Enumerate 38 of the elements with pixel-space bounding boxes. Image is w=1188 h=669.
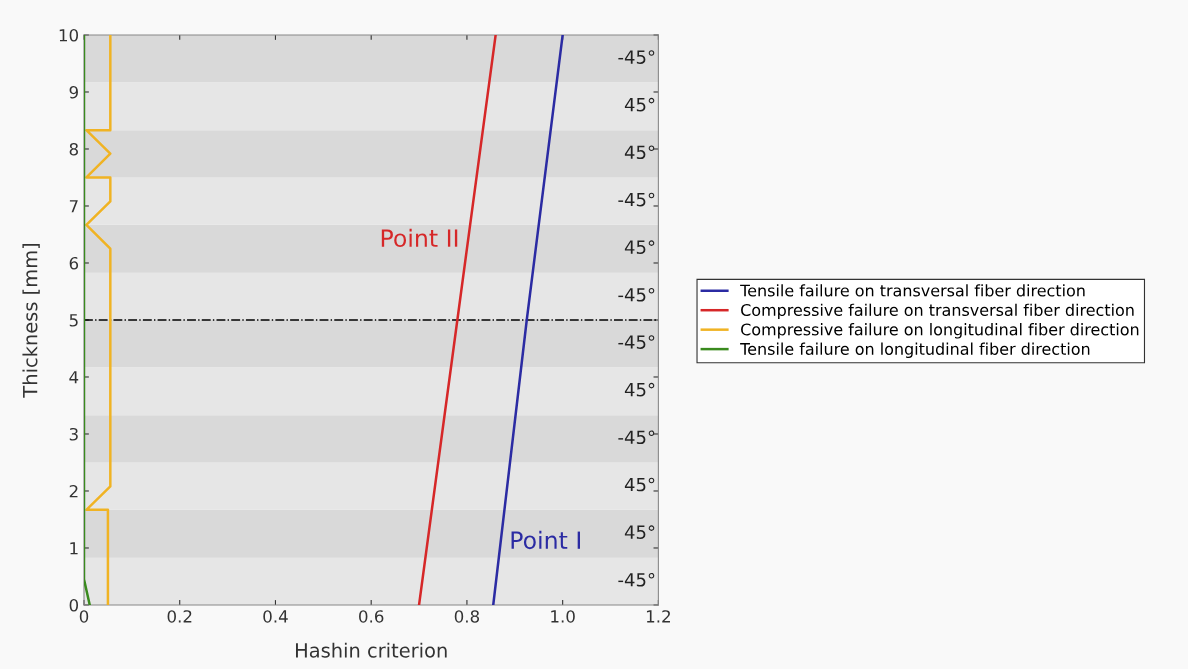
- band-label: -45°: [618, 287, 655, 302]
- text: Compressive failure on transversal fiber direction: [741, 303, 1134, 320]
- y-tick-label: 5: [69, 314, 78, 327]
- y-tick-label: 0: [69, 598, 79, 612]
- band-label: 45°: [624, 477, 655, 492]
- x-tick-label: 0.4: [263, 610, 288, 623]
- band-label: -45°: [618, 50, 655, 64]
- text: Tensile failure on longitudinal fiber direction: [740, 342, 1090, 359]
- y-tick-label: 8: [69, 142, 78, 156]
- y-tick-label: 6: [69, 256, 79, 270]
- x-tick-label: 0.2: [167, 610, 192, 623]
- band-label: 45°: [624, 240, 655, 254]
- band-label: -45°: [618, 335, 655, 349]
- band-label: -45°: [618, 192, 655, 207]
- annotation: Point I: [511, 530, 580, 550]
- y-tick-label: 3: [69, 427, 78, 441]
- x-tick-label: 1.0: [551, 610, 575, 623]
- y-axis-title: Thickness [mm]: [22, 243, 40, 398]
- y-tick-label: 4: [69, 371, 79, 384]
- y-tick-label: 7: [69, 200, 78, 213]
- x-tick-label: 1.2: [646, 610, 670, 623]
- x-tick-label: 0: [79, 610, 89, 623]
- x-tick-label: 0.6: [359, 610, 384, 623]
- y-tick-label: 1: [70, 542, 78, 555]
- band-label: 45°: [624, 525, 655, 539]
- band-label: -45°: [618, 572, 655, 587]
- x-axis-title: Hashin criterion: [296, 642, 447, 658]
- band-label: -45°: [618, 430, 655, 445]
- y-tick-label: 10: [59, 28, 79, 42]
- text: Tensile failure on transversal fiber direction: [740, 284, 1085, 297]
- x-tick-label: 0.8: [454, 610, 480, 623]
- band-label: 45°: [624, 97, 655, 112]
- band-label: 45°: [624, 145, 655, 160]
- annotation: Point II: [381, 228, 458, 248]
- text: Compressive failure on longitudinal fiber direction: [741, 323, 1139, 339]
- band-label: 45°: [624, 382, 655, 397]
- y-tick-label: 9: [69, 85, 78, 99]
- y-tick-label: 2: [69, 484, 78, 498]
